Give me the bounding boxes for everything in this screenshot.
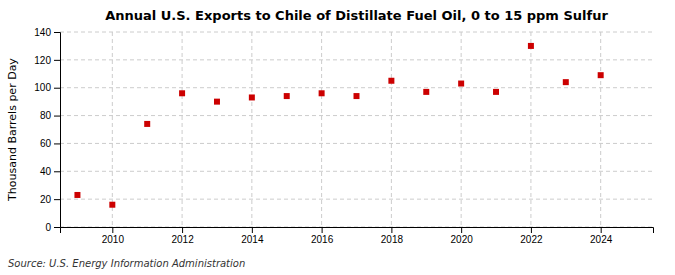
y-tick-label: 40 [40, 166, 52, 177]
x-tick-mark [461, 227, 462, 233]
x-tick-label: 2022 [520, 234, 543, 245]
grid-line-x [391, 32, 392, 227]
point [493, 89, 499, 95]
point [179, 90, 185, 96]
point [74, 192, 80, 198]
point [214, 99, 220, 105]
x-tick-label: 2016 [311, 234, 334, 245]
x-tick: 2018 [381, 227, 404, 245]
x-tick-mark [322, 227, 323, 233]
chart-container: 2010 2012 2014 2016 2018 2020 2022 2024 0 20 40 60 8… [0, 0, 675, 275]
grid-line-x [251, 32, 252, 227]
x-tick: 2020 [451, 227, 474, 245]
y-tick-mark [54, 143, 60, 144]
point [284, 93, 290, 99]
x-tick-label: 2020 [451, 234, 474, 245]
y-tick-mark [54, 171, 60, 172]
x-axis: 2010 2012 2014 2016 2018 2020 2022 2024 [61, 227, 654, 245]
point [249, 94, 255, 100]
point [528, 43, 534, 49]
y-tick-mark [54, 199, 60, 200]
x-tick-mark [391, 227, 392, 233]
point [144, 121, 150, 127]
source-note: Source: U.S. Energy Information Administ… [8, 258, 245, 269]
y-tick-label: 100 [34, 82, 51, 93]
x-tick-mark [112, 227, 113, 233]
grid-line-x [461, 32, 462, 227]
x-tick-mark [531, 227, 532, 233]
grid-line-y [60, 199, 653, 200]
x-tick: 2022 [520, 227, 543, 245]
x-tick: 2010 [102, 227, 125, 245]
y-tick-mark [54, 227, 60, 228]
grid-line-y [60, 115, 653, 116]
grid-line-y [60, 59, 653, 60]
y-tick-mark [54, 116, 60, 117]
y-tick-mark [54, 60, 60, 61]
grid-line-y [60, 143, 653, 144]
y-tick: 60 [40, 138, 60, 149]
point [423, 89, 429, 95]
x-tick-mark [252, 227, 253, 233]
grid-line-x [600, 32, 601, 227]
x-tick: 2016 [311, 227, 334, 245]
x-tick-label: 2010 [102, 234, 125, 245]
x-tick-label: 2014 [241, 234, 264, 245]
y-tick-label: 60 [40, 138, 52, 149]
y-tick: 0 [45, 222, 60, 233]
x-axis-line [61, 228, 654, 234]
grid-line-y [60, 32, 653, 33]
y-axis: 0 20 40 60 80 100 120 140 [34, 27, 60, 233]
x-tick: 2024 [590, 227, 613, 245]
y-tick: 100 [34, 82, 60, 93]
y-tick-label: 0 [45, 222, 51, 233]
plot-area: 2010 2012 2014 2016 2018 2020 2022 2024 0 20 40 60 8… [34, 27, 653, 245]
grid-line-x [182, 32, 183, 227]
points [74, 43, 603, 208]
y-tick: 20 [40, 194, 60, 205]
point [598, 72, 604, 78]
grid-line-x [530, 32, 531, 227]
point [354, 93, 360, 99]
y-axis-label: Thousand Barrels per Day [6, 58, 19, 202]
x-tick-label: 2024 [590, 234, 613, 245]
y-tick-label: 20 [40, 194, 52, 205]
grid-line-y [60, 171, 653, 172]
y-tick: 140 [34, 27, 60, 38]
x-tick-label: 2018 [381, 234, 404, 245]
y-tick: 120 [34, 55, 60, 66]
y-tick-label: 140 [34, 27, 51, 38]
point [563, 79, 569, 85]
chart-svg: 2010 2012 2014 2016 2018 2020 2022 2024 0 20 40 60 8… [0, 0, 675, 275]
y-tick: 80 [40, 110, 60, 121]
grid-line-x [321, 32, 322, 227]
x-tick-label: 2012 [171, 234, 194, 245]
y-tick: 40 [40, 166, 60, 177]
y-tick-mark [54, 32, 60, 33]
x-tick: 2014 [241, 227, 264, 245]
y-axis-line [54, 33, 61, 228]
y-tick-label: 80 [40, 110, 52, 121]
point [458, 81, 464, 87]
y-tick-label: 120 [34, 55, 51, 66]
point [109, 202, 115, 208]
title: Annual U.S. Exports to Chile of Distilla… [105, 8, 608, 23]
point [388, 78, 394, 84]
grid [60, 32, 653, 227]
grid-line-x [112, 32, 113, 227]
x-tick-mark [601, 227, 602, 233]
point [319, 90, 325, 96]
grid-line-y [60, 87, 653, 88]
y-tick-mark [54, 88, 60, 89]
x-tick-mark [182, 227, 183, 233]
x-tick: 2012 [171, 227, 194, 245]
